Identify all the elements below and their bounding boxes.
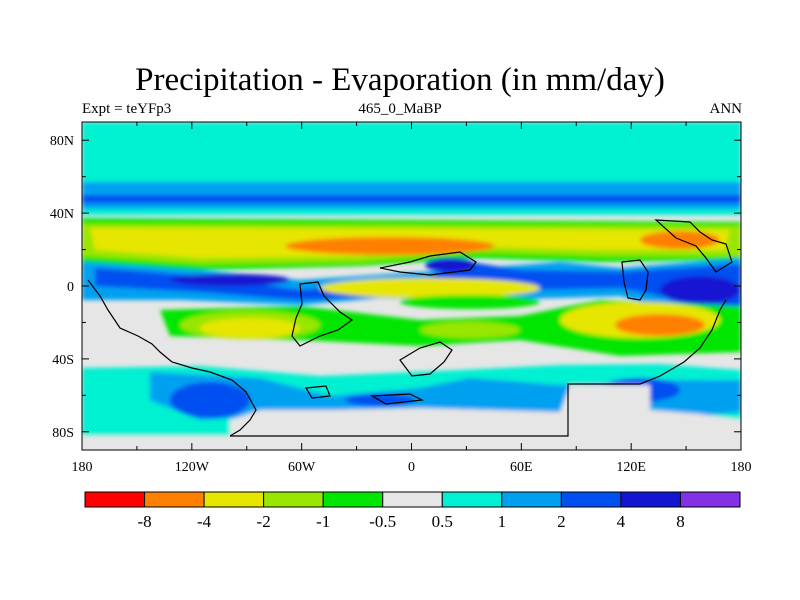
period-label: 465_0_MaBP [358,101,442,117]
coastlines [87,219,733,437]
x-tick-labels: 180 120W 60W 0 60E 120E 180 [72,460,752,475]
central-dry-tongue [320,278,540,298]
north-mid-band-2 [82,182,741,195]
x-tick-label: 60E [510,460,533,475]
colorbar [84,491,741,508]
coast-asia-north [379,251,477,276]
north-mid-band-2b [82,203,741,209]
colorbar-swatch [263,491,324,508]
colorbar-swatch [620,491,681,508]
y-tick-label: 40N [50,207,74,222]
x-tick-label: 0 [408,460,415,475]
season-label: ANN [709,101,743,117]
wet-core-tethys [425,258,475,272]
y-tick-label: 80N [50,134,74,149]
y-tick-label: 80S [52,426,74,441]
chart-title: Precipitation - Evaporation (in mm/day) [135,62,665,98]
x-tick-label: 60W [288,460,316,475]
coast-america [87,279,257,437]
colorbar-label: 0.5 [432,512,453,531]
colorbar-label: -8 [137,512,151,531]
colorbar-label: -0.5 [369,512,396,531]
y-tick-label: 40S [52,353,74,368]
antarctic-neutral [82,385,741,450]
north-mid-band-4 [82,195,741,203]
colorbar-swatch [203,491,265,508]
north-dry-core-1 [285,237,495,255]
colorbar-swatch [322,491,384,508]
south-dry-1y [200,318,300,338]
colorbar-label: 4 [617,512,626,531]
north-mid-band-1 [82,209,741,215]
y-tick-labels: 80N 40N 0 40S 80S [50,134,74,441]
colorbar-label: 2 [557,512,566,531]
colorbar-label: -2 [257,512,271,531]
coast-far-east [654,219,733,273]
colorbar-label: -4 [197,512,212,531]
central-dry-tongue-green [400,295,540,309]
colorbar-label: 1 [498,512,507,531]
wet-core-pacific [660,276,740,304]
colorbar-swatch [679,491,741,508]
colorbar-label: -1 [316,512,330,531]
colorbar-swatch [501,491,562,508]
south-dry-3 [420,322,520,338]
axis-ticks [81,122,742,450]
experiment-label: Expt = teYFp3 [82,101,172,117]
colorbar-labels: -8 -4 -2 -1 -0.5 0.5 1 2 4 8 [137,512,684,531]
coast-east-block [621,259,649,301]
coast-gondwana [291,281,354,347]
coast-island-1 [304,385,331,399]
colorbar-swatch [382,491,443,508]
coast-antarctic [230,299,727,437]
coast-south-island [399,341,453,377]
x-tick-label: 120W [175,460,210,475]
x-tick-label: 180 [731,460,752,475]
colorbar-swatch [560,491,622,508]
wet-core-west [170,274,290,286]
colorbar-swatch [84,491,146,508]
x-tick-label: 120E [616,460,646,475]
coast-island-2 [369,393,425,405]
x-tick-label: 180 [72,460,93,475]
south-dry-2o [615,314,705,336]
colorbar-swatch [441,491,503,508]
y-tick-label: 0 [67,280,74,295]
storm-core-1 [170,382,250,418]
north-polar-band [82,122,741,182]
colorbar-swatch [144,491,205,508]
colorbar-label: 8 [676,512,685,531]
